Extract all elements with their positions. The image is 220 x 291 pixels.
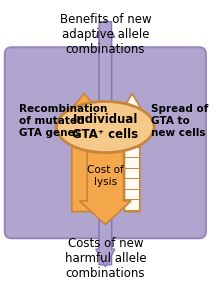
Text: Spread of
GTA to
new cells: Spread of GTA to new cells <box>151 104 209 138</box>
FancyArrow shape <box>79 137 131 224</box>
FancyArrow shape <box>66 93 103 212</box>
Text: Cost of
lysis: Cost of lysis <box>87 165 124 187</box>
FancyBboxPatch shape <box>5 47 206 238</box>
FancyArrow shape <box>96 22 115 267</box>
Ellipse shape <box>57 101 154 152</box>
Text: Costs of new
harmful allele
combinations: Costs of new harmful allele combinations <box>64 237 146 280</box>
FancyArrow shape <box>96 20 115 265</box>
FancyArrow shape <box>121 93 144 212</box>
Text: Benefits of new
adaptive allele
combinations: Benefits of new adaptive allele combinat… <box>60 13 151 56</box>
Text: Individual
GTA⁺ cells: Individual GTA⁺ cells <box>72 113 138 141</box>
Text: Recombination
of mutated
GTA genes: Recombination of mutated GTA genes <box>19 104 108 138</box>
